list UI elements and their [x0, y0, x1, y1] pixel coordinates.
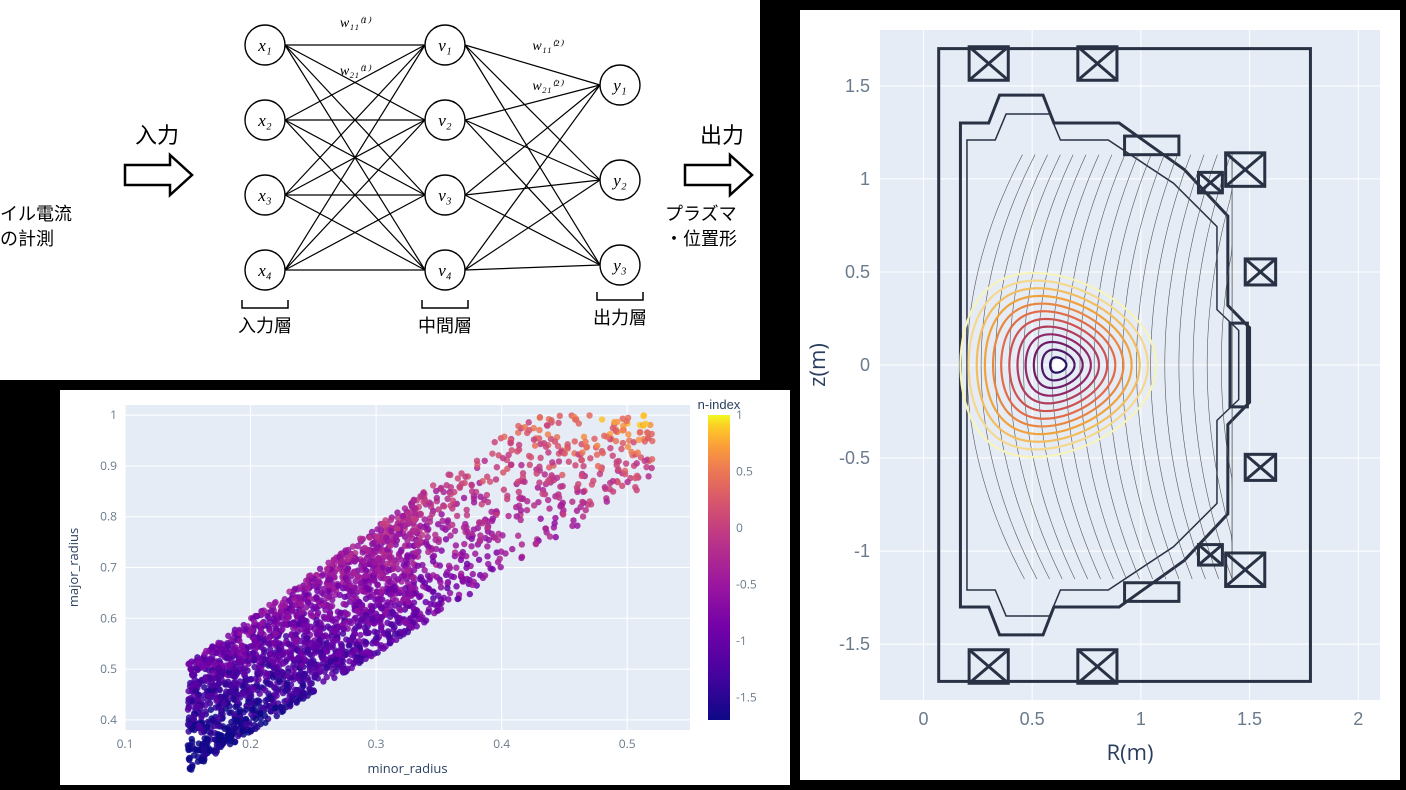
- svg-text:w₂₁⁽²⁾: w₂₁⁽²⁾: [532, 79, 564, 94]
- svg-text:0.1: 0.1: [117, 735, 134, 752]
- svg-text:0.5: 0.5: [100, 660, 117, 677]
- svg-text:0.2: 0.2: [242, 735, 259, 752]
- svg-text:w₁₁⁽²⁾: w₁₁⁽²⁾: [532, 39, 564, 54]
- svg-text:0.7: 0.7: [100, 559, 117, 576]
- svg-text:-0.5: -0.5: [839, 448, 870, 468]
- svg-text:v₁: v₁: [438, 36, 451, 55]
- svg-text:-1.5: -1.5: [736, 688, 757, 705]
- output-arrow-label: 出力: [700, 118, 744, 150]
- svg-text:y₃: y₃: [611, 256, 627, 275]
- svg-text:1.5: 1.5: [1237, 709, 1262, 729]
- svg-text:0: 0: [918, 709, 928, 729]
- svg-text:n-index: n-index: [698, 397, 741, 412]
- svg-text:入力層: 入力層: [238, 316, 292, 336]
- svg-text:x₂: x₂: [257, 111, 272, 130]
- svg-text:v₂: v₂: [438, 111, 452, 130]
- svg-text:0.4: 0.4: [100, 711, 117, 728]
- input-caption-2: の計測: [0, 225, 54, 251]
- svg-text:y₁: y₁: [611, 76, 626, 95]
- svg-text:1: 1: [736, 406, 743, 423]
- svg-text:0.8: 0.8: [100, 508, 117, 525]
- svg-text:y₂: y₂: [611, 171, 627, 190]
- svg-text:x₃: x₃: [257, 186, 272, 205]
- svg-text:0.5: 0.5: [619, 735, 636, 752]
- neural-net-diagram: x₁ x₂ x₃ x₄ v₁ v₂ v₃ v₄ y₁ y₂ y₃ w₁₁⁽¹⁾ w₂₁⁽¹⁾ w₁₁⁽²⁾…: [0, 0, 760, 380]
- input-arrow-label: 入力: [135, 118, 179, 150]
- svg-text:minor_radius: minor_radius: [367, 759, 447, 777]
- svg-text:z(m): z(m): [802, 343, 832, 387]
- svg-text:-0.5: -0.5: [736, 575, 757, 592]
- scatter-plot: 0.1 0.2 0.3 0.4 0.5 0.4 0.5 0.6 0.7 0.8 0.9 1 minor_…: [60, 390, 790, 785]
- svg-text:0.3: 0.3: [368, 735, 385, 752]
- svg-text:0.5: 0.5: [1020, 709, 1045, 729]
- svg-text:1: 1: [1136, 709, 1146, 729]
- svg-text:major_radius: major_radius: [64, 528, 82, 607]
- svg-text:R(m): R(m): [1107, 737, 1154, 767]
- svg-text:-1: -1: [736, 632, 747, 649]
- svg-text:中間層: 中間層: [418, 316, 472, 336]
- svg-text:出力層: 出力層: [593, 308, 647, 328]
- output-caption-2: ・位置形: [665, 225, 737, 251]
- tokamak-plot: 0 0.5 1 1.5 2 -1.5 -1 -0.5 0 0.5 1 1.5 R(m) z(m): [800, 10, 1400, 780]
- svg-text:w₁₁⁽¹⁾: w₁₁⁽¹⁾: [340, 16, 372, 31]
- svg-text:v₄: v₄: [438, 261, 452, 280]
- svg-text:1: 1: [110, 406, 117, 423]
- svg-text:w₂₁⁽¹⁾: w₂₁⁽¹⁾: [340, 64, 372, 79]
- svg-text:-1.5: -1.5: [839, 634, 870, 654]
- svg-text:-1: -1: [854, 541, 870, 561]
- svg-text:v₃: v₃: [438, 186, 452, 205]
- output-caption-1: プラズマ: [665, 200, 737, 226]
- svg-text:1: 1: [860, 169, 870, 189]
- svg-text:0.9: 0.9: [100, 457, 117, 474]
- input-caption-1: イル電流: [0, 200, 72, 226]
- svg-text:x₄: x₄: [257, 261, 272, 280]
- svg-text:0.5: 0.5: [736, 462, 753, 479]
- svg-text:2: 2: [1353, 709, 1363, 729]
- svg-text:0.5: 0.5: [845, 262, 870, 282]
- svg-text:0.4: 0.4: [493, 735, 510, 752]
- svg-text:x₁: x₁: [257, 36, 271, 55]
- svg-text:0: 0: [860, 355, 870, 375]
- svg-text:0.6: 0.6: [100, 609, 117, 626]
- svg-text:0: 0: [736, 519, 743, 536]
- svg-text:1.5: 1.5: [845, 76, 870, 96]
